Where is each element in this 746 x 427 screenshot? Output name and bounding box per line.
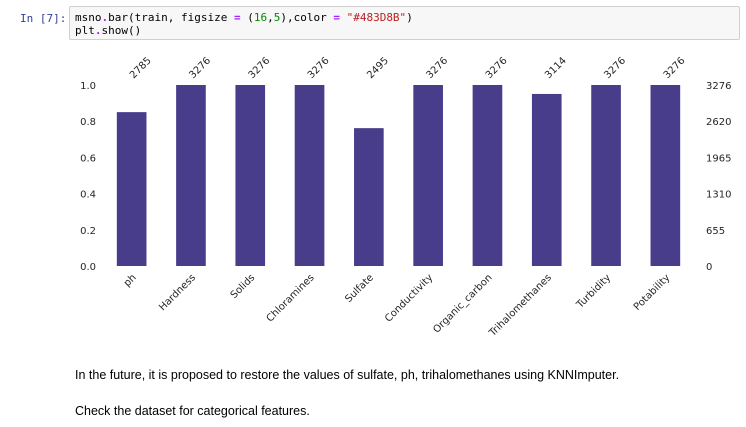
code-token: =: [233, 11, 241, 24]
bar: [235, 85, 266, 266]
category-label: Turbidity: [574, 272, 613, 311]
bar: [531, 93, 562, 266]
code-line: plt.show(): [75, 24, 141, 37]
code-cell-input[interactable]: msno.bar(train, figsize = (16,5),color =…: [69, 6, 740, 40]
code-token: (: [240, 11, 254, 24]
right-tick-label: 2620: [706, 117, 731, 128]
category-label: Sulfate: [343, 272, 376, 305]
category-label: Potability: [632, 272, 673, 313]
code-line: msno.bar(train, figsize = (16,5),color =…: [75, 11, 413, 24]
bar-count-label: 3276: [187, 55, 213, 81]
category-label: Hardness: [157, 272, 198, 313]
bar: [116, 112, 147, 266]
cell-prompt: In [7]:: [20, 12, 67, 25]
code-token: [340, 11, 347, 24]
category-label: Conductivity: [383, 272, 435, 324]
code-token: =: [333, 11, 340, 24]
category-label: Organic_carbon: [431, 272, 494, 335]
code-token: 5: [273, 11, 281, 24]
right-tick-label: 655: [706, 226, 725, 237]
bar-count-label: 3114: [543, 55, 569, 81]
category-label: Solids: [229, 272, 258, 301]
code-token: ,: [267, 11, 274, 24]
bar: [413, 85, 443, 266]
markdown-paragraph: In the future, it is proposed to restore…: [75, 368, 620, 382]
left-tick-label: 0.8: [80, 117, 96, 128]
bar: [176, 85, 206, 266]
category-label: Trihalomethanes: [487, 272, 554, 339]
bar-count-label: 3276: [484, 55, 510, 81]
left-tick-label: 0.0: [80, 262, 96, 273]
code-token: show(): [101, 24, 142, 37]
code-token: msno: [75, 11, 102, 24]
missingno-bar-chart: 0.0 0.2 0.4 0.6 0.8 1.0 0 655 1310 1965 2620 3276 27…: [80, 55, 731, 339]
left-tick-label: 0.6: [80, 153, 96, 164]
bar-count-label: 3276: [602, 55, 628, 81]
code-token: 16: [253, 11, 268, 24]
bar: [472, 85, 503, 266]
code-token: "#483D8B": [346, 11, 407, 24]
code-token: ): [406, 11, 413, 24]
bar-count-label: 3276: [424, 55, 450, 81]
bar: [294, 85, 325, 266]
bar: [354, 128, 384, 266]
bar-count-label: 2785: [128, 55, 154, 81]
bar: [650, 85, 681, 266]
bar-count-label: 3276: [306, 55, 332, 81]
code-token: .: [101, 11, 109, 24]
bar-count-label: 2495: [365, 55, 391, 81]
bar-count-label: 3276: [247, 55, 273, 81]
code-token: ),color: [280, 11, 334, 24]
category-label: ph: [122, 272, 139, 289]
code-token: bar(train, figsize: [108, 11, 234, 24]
right-tick-label: 3276: [706, 81, 731, 92]
code-token: plt: [75, 24, 95, 37]
markdown-paragraph: Check the dataset for categorical featur…: [75, 404, 310, 418]
bar-count-label: 3276: [662, 55, 688, 81]
right-tick-label: 1310: [706, 190, 731, 201]
bar: [591, 85, 621, 266]
right-tick-label: 1965: [706, 153, 731, 164]
left-tick-label: 1.0: [80, 81, 96, 92]
right-tick-label: 0: [706, 262, 712, 273]
code-token: .: [94, 24, 102, 37]
left-tick-label: 0.2: [80, 226, 96, 237]
left-tick-label: 0.4: [80, 190, 96, 201]
category-label: Chloramines: [265, 272, 317, 324]
